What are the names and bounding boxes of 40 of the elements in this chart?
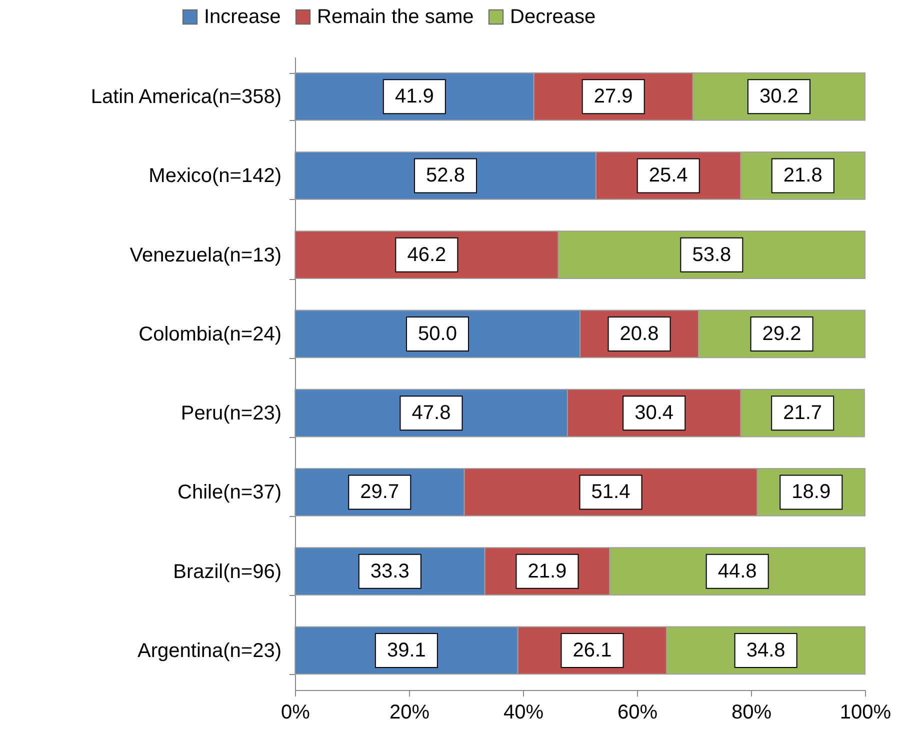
y-tick-label: Argentina(n=23) [138,640,282,662]
x-tick-label: 100% [840,702,892,724]
data-label: 46.2 [407,244,446,266]
y-tick-label: Mexico(n=142) [148,165,282,188]
data-label: 39.1 [386,639,426,662]
y-tick-label: Latin America(n=358) [90,86,282,108]
data-label: 21.8 [783,164,822,187]
data-label: 47.8 [412,402,451,424]
data-label: 20.8 [620,322,659,345]
data-label: 18.9 [792,481,831,504]
data-label: 29.7 [360,481,400,504]
data-label: 26.1 [572,639,612,662]
data-label: 27.9 [594,86,633,108]
x-tick-label: 0% [281,702,310,724]
data-label: 29.2 [762,322,802,345]
y-tick-label: Brazil(n=96) [173,560,282,583]
data-label: 53.8 [692,244,732,266]
y-tick-label: Venezuela(n=13) [130,244,282,266]
x-tick-label: 20% [389,702,430,724]
data-label: 34.8 [746,639,786,662]
data-label: 30.2 [759,86,798,108]
data-label: 50.0 [418,322,457,345]
data-label: 21.9 [528,560,567,582]
data-label: 52.8 [426,164,465,187]
data-label: 44.8 [718,560,757,582]
y-tick-label: Chile(n=37) [178,482,282,504]
legend-label: Decrease [510,6,596,28]
data-label: 30.4 [634,402,674,424]
data-label: 25.4 [648,164,688,187]
data-label: 33.3 [370,560,410,582]
legend-label: Increase [204,6,281,28]
x-tick-label: 40% [503,702,544,724]
data-label: 41.9 [394,86,434,108]
x-tick-label: 80% [731,702,772,724]
y-tick-label: Colombia(n=24) [138,323,282,346]
y-tick-label: Peru(n=23) [180,402,282,425]
data-label: 51.4 [591,481,630,504]
legend-label: Remain the same [317,6,474,28]
data-label: 21.7 [783,402,822,424]
x-tick-label: 60% [617,702,658,724]
